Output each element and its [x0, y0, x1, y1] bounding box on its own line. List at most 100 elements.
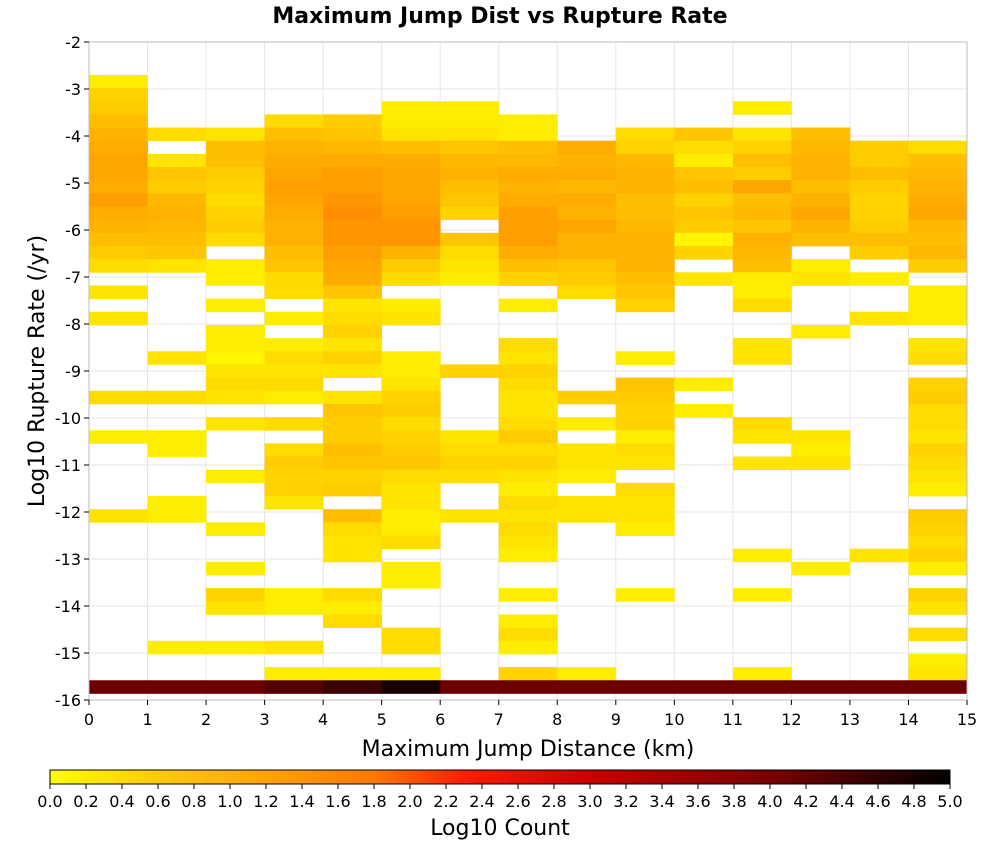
heatmap-cell [732, 245, 792, 260]
heatmap-cell [206, 153, 265, 168]
heatmap-cell [147, 232, 207, 247]
heatmap-cell [674, 680, 734, 694]
heatmap-cell [323, 390, 383, 405]
heatmap-cell [674, 219, 734, 234]
heatmap-cell [732, 351, 792, 365]
heatmap-cell [89, 232, 148, 247]
heatmap-cell [147, 219, 207, 234]
colorbar-tick-label: 4.6 [865, 792, 890, 811]
heatmap-cell [732, 219, 792, 234]
heatmap-cell [908, 522, 968, 536]
heatmap-cell [498, 153, 558, 168]
heatmap-cell [440, 127, 500, 142]
heatmap-cell [89, 311, 148, 326]
heatmap-cell [849, 548, 909, 563]
heatmap-cell [89, 509, 148, 523]
heatmap-cell [206, 640, 265, 655]
heatmap-cell [791, 324, 851, 339]
heatmap-cell [381, 206, 441, 221]
heatmap-cell [323, 193, 383, 207]
heatmap-cell [381, 219, 441, 234]
heatmap-cell [147, 245, 207, 260]
heatmap-cell [381, 574, 441, 589]
x-tick-label: 6 [435, 710, 445, 729]
heatmap-cell [498, 364, 558, 378]
x-tick-label: 7 [494, 710, 504, 729]
y-tick-label: -15 [55, 644, 81, 663]
heatmap-cell [615, 588, 675, 602]
heatmap-cell [498, 588, 558, 602]
heatmap-cell [89, 430, 148, 444]
heatmap-cell [557, 153, 617, 168]
heatmap-cell [381, 443, 441, 457]
heatmap-cell [908, 403, 968, 418]
heatmap-cell [908, 548, 968, 563]
heatmap-cell [732, 667, 792, 681]
heatmap-cell [147, 180, 207, 194]
heatmap-cell [557, 456, 617, 471]
heatmap-cell [323, 285, 383, 300]
heatmap-cell [791, 206, 851, 221]
heatmap-cell [615, 298, 675, 313]
heatmap-cell [732, 101, 792, 115]
heatmap-cell [908, 561, 968, 576]
heatmap-cell [264, 338, 324, 352]
heatmap-cell [89, 390, 148, 405]
heatmap-cell [323, 245, 383, 260]
heatmap-cell [908, 627, 968, 642]
heatmap-cell [908, 588, 968, 602]
heatmap-cell [498, 403, 558, 418]
heatmap-cell [498, 259, 558, 273]
heatmap-cell [264, 588, 324, 602]
heatmap-cell [498, 640, 558, 655]
heatmap-cell [89, 101, 148, 115]
heatmap-cell [732, 167, 792, 181]
heatmap-cell [849, 206, 909, 221]
colorbar-tick-label: 0.2 [73, 792, 98, 811]
heatmap-cell [264, 469, 324, 484]
heatmap-cell [381, 403, 441, 418]
heatmap-cell [908, 601, 968, 615]
heatmap-cell [557, 285, 617, 300]
heatmap-cell [147, 430, 207, 444]
heatmap-cell [381, 245, 441, 260]
heatmap-cell [498, 456, 558, 471]
heatmap-cell [440, 259, 500, 273]
heatmap-cell [264, 496, 324, 510]
heatmap-cell [791, 443, 851, 457]
colorbar-tick-label: 3.0 [577, 792, 602, 811]
heatmap-cell [323, 219, 383, 234]
heatmap-cell [732, 232, 792, 247]
heatmap-cell [908, 417, 968, 431]
heatmap-cell [440, 443, 500, 457]
heatmap-cell [498, 522, 558, 536]
heatmap-cell [206, 377, 265, 392]
heatmap-cell [147, 206, 207, 221]
heatmap-cell [323, 232, 383, 247]
x-axis-ticks: 0 1 2 3 4 5 6 7 8 9 10 11 12 13 14 15 [84, 700, 977, 729]
heatmap-cell [557, 390, 617, 405]
heatmap-cell [381, 114, 441, 128]
heatmap-cell [615, 430, 675, 444]
y-tick-label: -12 [55, 503, 81, 522]
heatmap-cell [264, 219, 324, 234]
heatmap-cell [615, 496, 675, 510]
heatmap-cell [557, 206, 617, 221]
heatmap-cell [615, 482, 675, 497]
heatmap-cell [732, 285, 792, 300]
heatmap-cell [615, 180, 675, 194]
heatmap-cell [89, 206, 148, 221]
heatmap-cell [440, 509, 500, 523]
heatmap-cell [264, 640, 324, 655]
heatmap-cell [89, 167, 148, 181]
heatmap-cell [791, 140, 851, 155]
heatmap-cell [381, 627, 441, 642]
heatmap-cell [791, 272, 851, 286]
y-tick-label: -14 [55, 597, 81, 616]
heatmap-cell [323, 469, 383, 484]
heatmap-cell [498, 245, 558, 260]
heatmap-cell [381, 456, 441, 471]
heatmap-cell [498, 496, 558, 510]
heatmap-cell [381, 561, 441, 576]
heatmap-cell [264, 140, 324, 155]
